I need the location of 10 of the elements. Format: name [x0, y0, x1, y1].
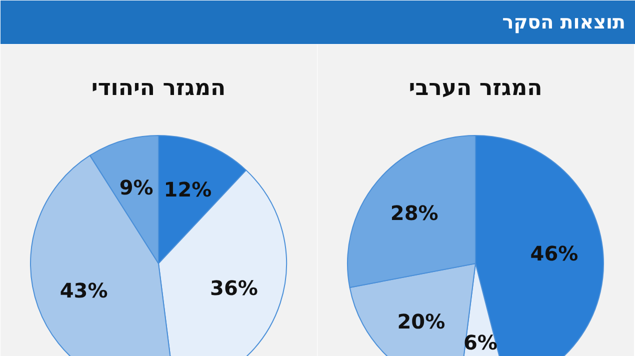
chart-title: המגזר היהודי	[91, 76, 226, 101]
data-label: 36%	[210, 276, 258, 300]
data-label: 43%	[60, 278, 108, 302]
chart-title: המגזר הערבי	[408, 76, 542, 101]
data-label: 28%	[390, 200, 438, 225]
text: תוצאות הסקר	[502, 12, 626, 34]
data-label: 20%	[397, 309, 446, 334]
data-label: 46%	[530, 242, 578, 266]
data-label: 12%	[164, 178, 212, 202]
data-label: 9%	[119, 175, 154, 200]
